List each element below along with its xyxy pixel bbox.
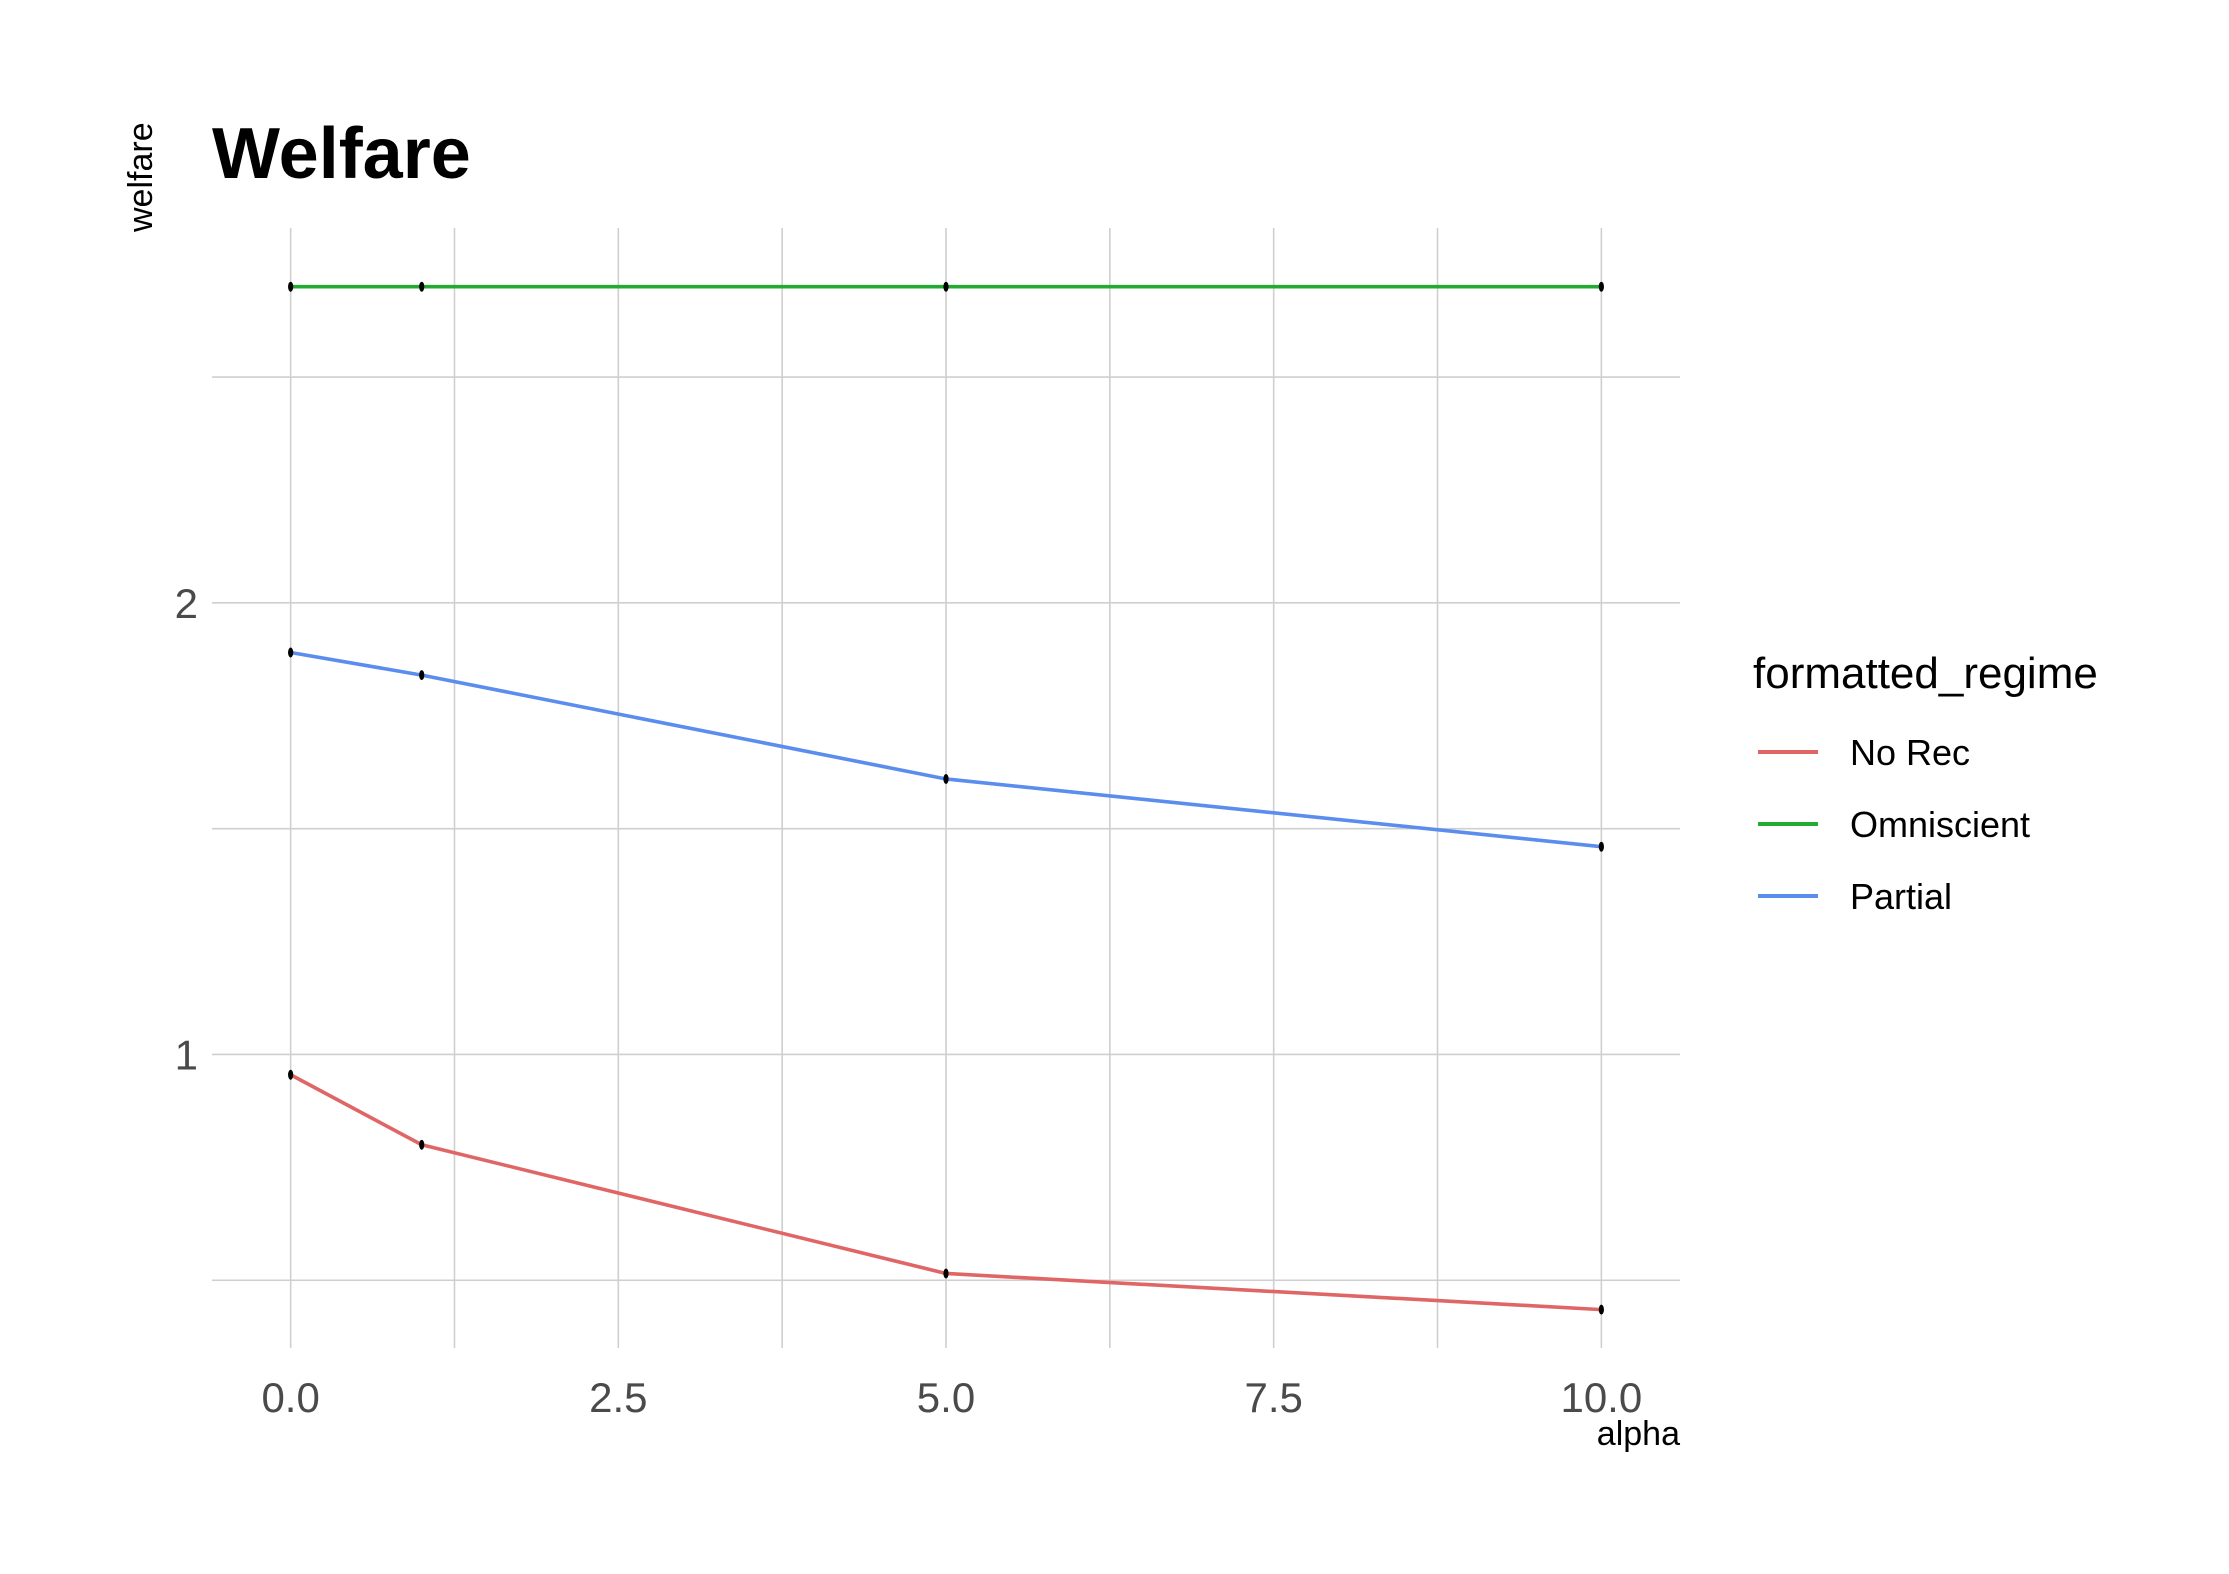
data-point (419, 1139, 425, 1150)
legend-title: formatted_regime (1753, 649, 2098, 698)
grid (212, 228, 1680, 1348)
data-point (288, 281, 294, 292)
x-tick-label: 5.0 (917, 1374, 975, 1421)
legend: formatted_regime No Rec Omniscient Partial (1753, 649, 2098, 917)
data-point (288, 647, 294, 658)
data-point (943, 1268, 949, 1279)
chart-title: Welfare (212, 114, 471, 194)
y-axis-label: welfare (122, 122, 160, 233)
legend-label: Partial (1850, 876, 1952, 917)
x-tick-label: 0.0 (261, 1374, 319, 1421)
x-axis-label: alpha (1597, 1415, 1680, 1453)
x-tick-label: 10.0 (1560, 1374, 1642, 1421)
series-line-no-rec (288, 1072, 1604, 1312)
data-point (1598, 281, 1604, 292)
y-axis-ticks: 12 (175, 580, 198, 1079)
legend-label: Omniscient (1850, 804, 2030, 845)
data-point (943, 281, 949, 292)
y-tick-label: 1 (175, 1031, 198, 1078)
y-tick-label: 2 (175, 580, 198, 627)
data-point (1598, 1304, 1604, 1315)
legend-label: No Rec (1850, 732, 1970, 773)
points-layer (288, 281, 1604, 1315)
data-point (419, 281, 425, 292)
x-axis-ticks: 0.0 2.5 5.0 7.5 10.0 (261, 1374, 1642, 1421)
data-point (943, 773, 949, 784)
series-line-partial (288, 650, 1604, 849)
x-tick-label: 2.5 (589, 1374, 647, 1421)
data-point (288, 1069, 294, 1080)
data-point (1598, 841, 1604, 852)
series-layer (288, 284, 1604, 1312)
data-point (419, 670, 425, 681)
x-tick-label: 7.5 (1244, 1374, 1302, 1421)
